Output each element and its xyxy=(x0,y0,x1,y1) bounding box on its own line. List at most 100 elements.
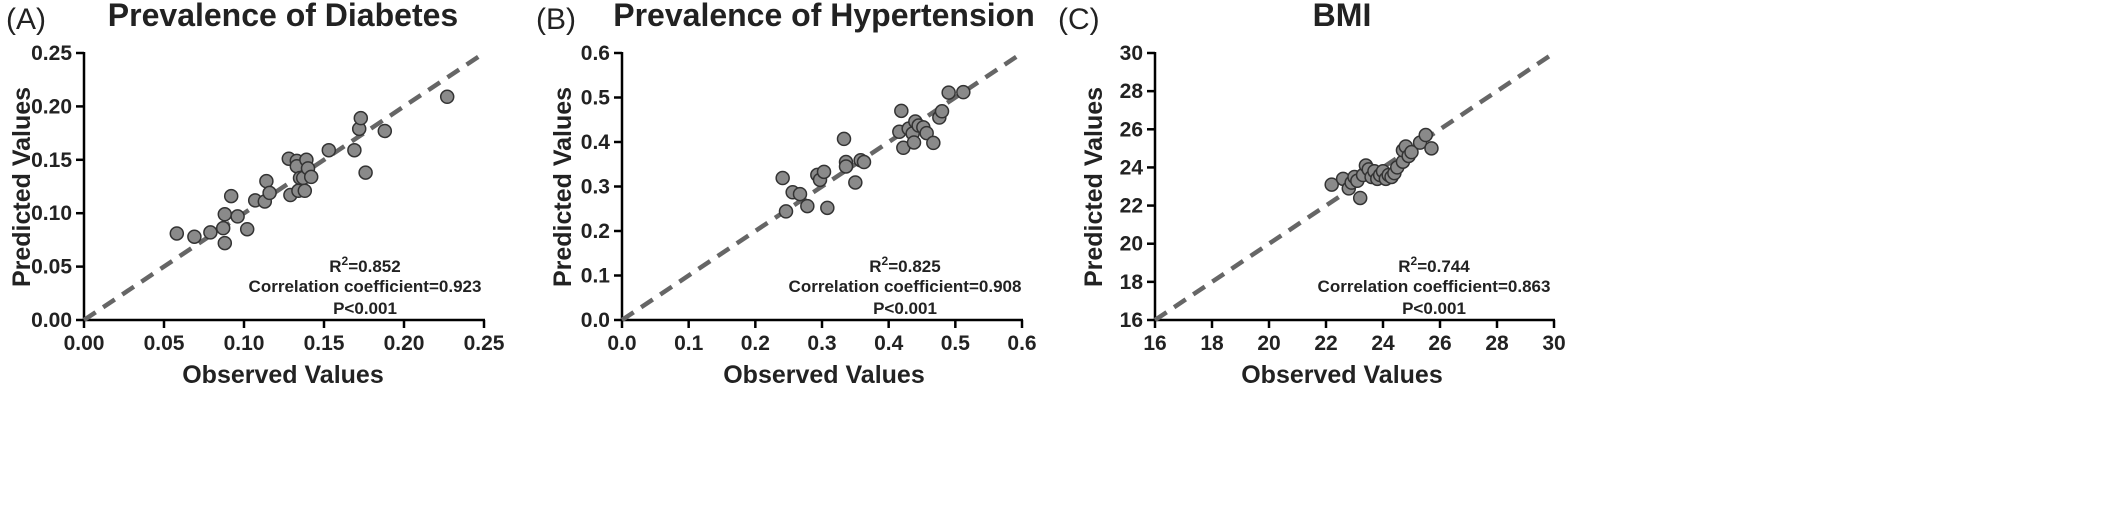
panel-b-x-tick-label: 0.0 xyxy=(607,332,636,355)
panel-b: (B) Prevalence of Hypertension Predicted… xyxy=(536,0,1037,389)
panel-a-y-tick-label: 0.00 xyxy=(31,309,72,332)
panel-b-data-point xyxy=(941,85,956,100)
panel-b-title: Prevalence of Hypertension xyxy=(613,0,1034,33)
panel-b-y-tick-label: 0.5 xyxy=(581,87,611,110)
panel-b-y-tick-label: 0.2 xyxy=(581,220,610,243)
panel-a-data-point xyxy=(223,188,239,204)
panel-a-data-point xyxy=(203,225,218,240)
panel-a-data-point xyxy=(259,173,274,189)
panel-c-x-tick-label: 18 xyxy=(1200,332,1224,355)
panel-a-y-tick-label: 0.10 xyxy=(31,202,72,225)
panel-a-data-point xyxy=(169,226,185,241)
panel-c-correlation-stat: Correlation coefficient=0.863 xyxy=(1318,277,1551,296)
panel-b-plot-area: 0.0 0.1 0.2 0.3 0.4 0.5 0.6 0.0 0.1 0.2 0.3 0.4 0.5 0… xyxy=(581,42,1037,355)
panel-a-plot-area: 0.00 0.05 0.10 0.15 0.20 0.25 0.00 0.05 0.10 0.15… xyxy=(31,42,505,355)
panel-b-data-point xyxy=(848,175,863,190)
panel-b-data-point xyxy=(838,159,854,174)
panel-c-y-tick-label: 28 xyxy=(1120,80,1144,103)
panel-a-data-point xyxy=(217,207,233,222)
panel-a-correlation-stat: Correlation coefficient=0.923 xyxy=(249,277,482,296)
panel-b-x-tick-label: 0.6 xyxy=(1007,332,1036,355)
panel-b-r2-value: =0.825 xyxy=(888,257,940,276)
panel-c-x-tick-label: 30 xyxy=(1542,332,1565,355)
panel-a-x-tick-label: 0.00 xyxy=(64,332,105,355)
panel-c-data-point xyxy=(1418,127,1433,143)
panel-a-y-tick-label: 0.15 xyxy=(31,149,72,172)
panel-c-p-value-stat: P<0.001 xyxy=(1402,299,1466,318)
panel-a-data-point xyxy=(230,209,245,224)
panel-a-y-tick-label: 0.05 xyxy=(31,256,72,279)
panel-b-x-tick-label: 0.1 xyxy=(674,332,704,355)
panel-a-x-tick-label: 0.10 xyxy=(224,332,265,355)
panel-a-letter: (A) xyxy=(6,3,46,36)
panel-b-data-point xyxy=(856,154,872,170)
panel-a-data-point xyxy=(215,220,231,236)
panel-c-r2-superscript: 2 xyxy=(1411,254,1418,268)
panel-b-data-point xyxy=(836,131,852,147)
panel-b-letter: (B) xyxy=(536,3,576,36)
panel-c-y-tick-label: 20 xyxy=(1120,233,1143,256)
panel-b-data-point xyxy=(792,186,808,202)
panel-a-data-point xyxy=(303,169,319,185)
panel-c-x-tick-label: 26 xyxy=(1428,332,1451,355)
panel-b-data-point xyxy=(778,204,794,219)
panel-c-y-tick-label: 26 xyxy=(1120,118,1143,141)
panel-b-y-tick-label: 0.3 xyxy=(581,176,610,199)
panel-b-y-tick-label: 0.1 xyxy=(581,265,611,288)
panel-c-y-tick-label: 22 xyxy=(1120,195,1143,218)
panel-b-x-tick-label: 0.3 xyxy=(807,332,836,355)
panel-b-y-tick-label: 0.6 xyxy=(581,42,610,65)
panel-c-y-tick-label: 16 xyxy=(1120,309,1143,332)
panel-b-data-point xyxy=(775,170,790,186)
panel-a-data-point xyxy=(347,142,362,158)
panel-c-x-tick-label: 24 xyxy=(1371,332,1395,355)
panel-c-y-axis-label: Predicted Values xyxy=(1080,87,1108,287)
panel-b-data-point xyxy=(934,104,950,119)
panel-c-title: BMI xyxy=(1313,0,1372,33)
panel-a-reference-line xyxy=(82,51,486,322)
panel-a-title: Prevalence of Diabetes xyxy=(108,0,458,33)
panel-a-data-point xyxy=(239,221,255,237)
panel-a-x-tick-label: 0.25 xyxy=(464,332,505,355)
panel-c-y-tick-label: 18 xyxy=(1120,271,1144,294)
panel-b-data-point xyxy=(919,125,934,141)
panel-a-data-point xyxy=(439,89,455,105)
panel-b-r2-superscript: 2 xyxy=(882,254,889,268)
panel-a-y-tick-label: 0.20 xyxy=(31,95,72,118)
panel-a-x-tick-label: 0.15 xyxy=(304,332,345,355)
panel-a-y-tick-label: 0.25 xyxy=(31,42,72,65)
panel-a-r2-value: =0.852 xyxy=(348,257,400,276)
panel-b-data-point xyxy=(956,84,971,100)
panel-b-data-point xyxy=(800,198,815,214)
panel-a-x-tick-label: 0.05 xyxy=(144,332,185,355)
panel-b-y-tick-label: 0.0 xyxy=(581,309,610,332)
panel-b-x-tick-label: 0.4 xyxy=(874,332,904,355)
panel-c-y-tick-label: 30 xyxy=(1120,42,1143,65)
panel-a-x-axis-label: Observed Values xyxy=(182,361,384,389)
panel-b-y-tick-label: 0.4 xyxy=(581,131,611,154)
panel-a-p-value-stat: P<0.001 xyxy=(333,299,397,318)
panel-a-data-point xyxy=(297,183,313,199)
panel-c-x-tick-label: 22 xyxy=(1314,332,1337,355)
panel-b-p-value-stat: P<0.001 xyxy=(873,299,937,318)
panel-b-data-point xyxy=(894,103,909,119)
panel-a-data-point xyxy=(353,110,369,126)
panel-c-x-tick-label: 16 xyxy=(1143,332,1166,355)
panel-b-y-axis-label: Predicted Values xyxy=(549,87,577,287)
panel-a-data-point xyxy=(358,165,373,180)
panel-b-x-tick-label: 0.5 xyxy=(941,332,971,355)
panel-b-data-point xyxy=(816,164,832,180)
panel-c-data-point xyxy=(1324,177,1339,192)
panel-a-data-point xyxy=(187,229,202,244)
panel-c-r2-stat: R2=0.744 xyxy=(1398,254,1470,276)
panel-a-y-axis-label: Predicted Values xyxy=(8,87,36,287)
panel-c-data-point xyxy=(1404,144,1419,160)
panel-c-x-tick-label: 20 xyxy=(1257,332,1280,355)
panel-a: (A) Prevalence of Diabetes Predicted Val… xyxy=(6,0,505,389)
panel-a-data-point xyxy=(377,123,393,139)
panel-b-x-tick-label: 0.2 xyxy=(741,332,770,355)
panel-a-data-point xyxy=(321,142,337,158)
panel-c-x-tick-label: 28 xyxy=(1485,332,1509,355)
panel-b-data-point xyxy=(906,135,922,150)
